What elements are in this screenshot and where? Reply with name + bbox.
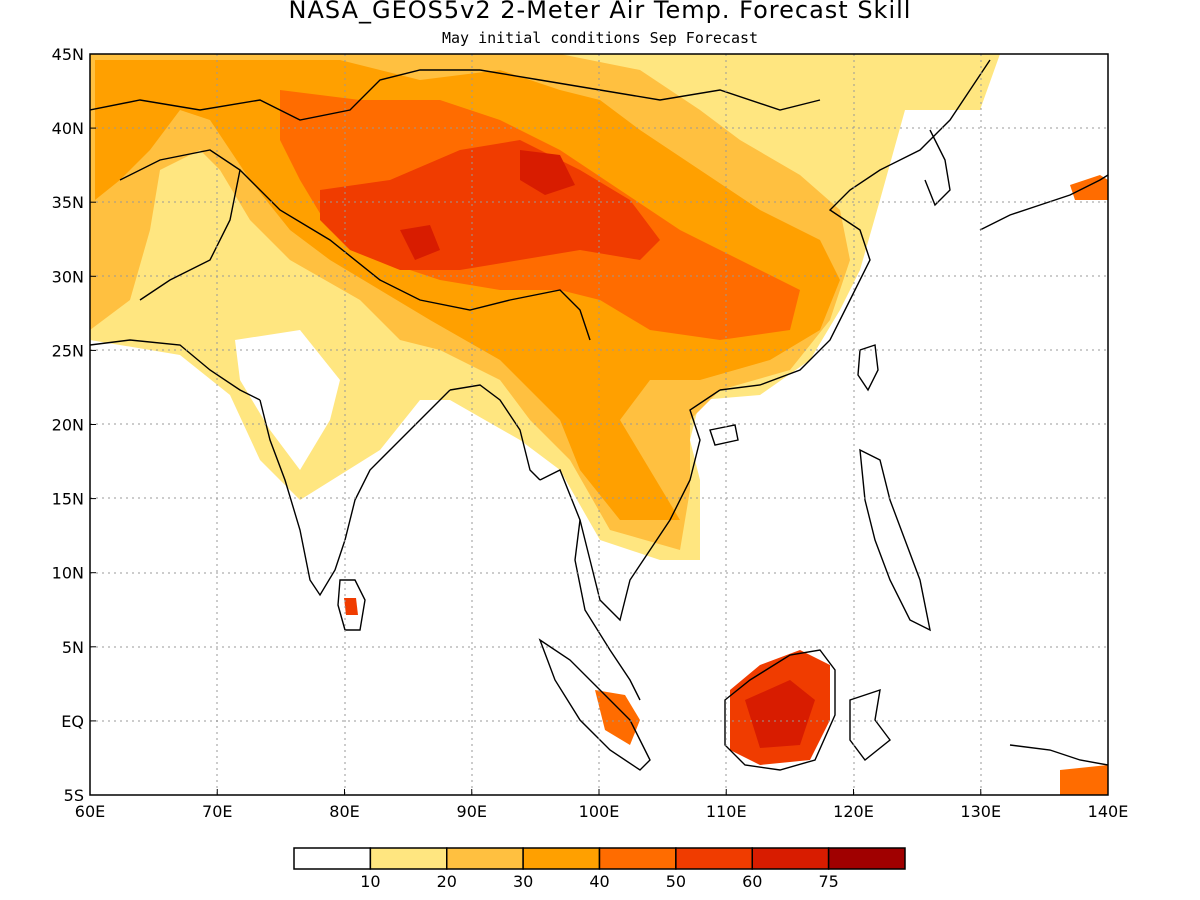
coast-india	[259, 389, 451, 597]
legend-swatch	[522, 847, 601, 870]
legend-label: 60	[742, 872, 762, 891]
lat-tick-label: 5S	[64, 786, 84, 805]
legend-label: 10	[360, 872, 380, 891]
lat-tick-label: 35N	[52, 193, 84, 212]
lon-tick-label: 120E	[833, 802, 874, 821]
legend-swatch	[751, 847, 830, 870]
lon-tick-label: 130E	[960, 802, 1001, 821]
lat-tick-label: 20N	[52, 416, 84, 435]
lat-tick-label: 30N	[52, 267, 84, 286]
lon-tick-label: 70E	[202, 802, 232, 821]
lat-tick-label: 15N	[52, 490, 84, 509]
skill-band-new-guinea	[1060, 765, 1108, 795]
coast-arabia-iran	[90, 339, 261, 401]
skill-band-60-75-tibet	[400, 225, 440, 260]
coast-sulawesi	[849, 688, 891, 761]
coast-borneo	[724, 649, 836, 771]
lat-tick-label: 40N	[52, 119, 84, 138]
coast-sri-lanka	[337, 579, 366, 631]
coast-hainan	[709, 424, 739, 446]
legend-label: 40	[589, 872, 609, 891]
coast-china	[719, 59, 991, 391]
legend-swatch	[598, 847, 677, 870]
skill-band-sri-lanka	[344, 598, 358, 615]
coast-korea	[924, 129, 951, 207]
coast-new-guinea	[1009, 744, 1108, 766]
lon-tick-label: 100E	[579, 802, 620, 821]
lat-tick-label: 45N	[52, 45, 84, 64]
lon-tick-label: 140E	[1088, 802, 1129, 821]
legend-swatch	[446, 847, 524, 870]
color-legend: 10 20 30 40 50 60 75	[293, 847, 906, 891]
coast-taiwan	[857, 344, 879, 392]
border-mongolia	[479, 69, 821, 111]
lat-tick-label: 25N	[52, 341, 84, 360]
coast-malay-peninsula	[574, 519, 641, 701]
longitude-axis: 60E 70E 80E 90E 100E 110E 120E 130E 140E	[75, 789, 1129, 821]
border-afghanistan	[119, 149, 241, 301]
coastlines	[90, 59, 1108, 771]
lat-tick-label: 10N	[52, 564, 84, 583]
map-title: NASA_GEOS5v2 2-Meter Air Temp. Forecast …	[288, 0, 912, 24]
lat-tick-label: EQ	[61, 712, 84, 731]
skill-band-60-75	[520, 150, 575, 195]
lon-tick-label: 60E	[75, 802, 105, 821]
skill-band-30-40	[95, 60, 840, 520]
coast-japan	[979, 174, 1108, 231]
coast-philippines	[859, 448, 931, 632]
border-central-asia	[90, 69, 480, 121]
legend-label: 20	[437, 872, 457, 891]
legend-swatch	[369, 847, 448, 870]
border-himalaya	[239, 169, 591, 341]
lon-tick-label: 80E	[329, 802, 359, 821]
graticule	[90, 54, 1108, 795]
lon-tick-label: 110E	[706, 802, 747, 821]
legend-swatch	[675, 847, 753, 870]
legend-swatch	[293, 847, 372, 870]
skill-band-sumatra	[595, 690, 640, 745]
skill-hole-india	[235, 330, 340, 470]
coast-bay-bengal	[449, 384, 541, 481]
legend-label: 50	[666, 872, 686, 891]
legend-label: 75	[818, 872, 838, 891]
legend-swatch	[827, 847, 906, 870]
skill-shading	[90, 54, 1108, 795]
skill-band-borneo-core	[745, 680, 815, 748]
legend-label: 30	[513, 872, 533, 891]
latitude-axis: 45N 40N 35N 30N 25N 20N 15N 10N 5N EQ 5S	[52, 45, 96, 805]
lat-tick-label: 5N	[62, 638, 84, 657]
map-subtitle: May initial conditions Sep Forecast	[441, 29, 759, 47]
coast-sumatra	[538, 638, 651, 771]
lon-tick-label: 90E	[457, 802, 487, 821]
